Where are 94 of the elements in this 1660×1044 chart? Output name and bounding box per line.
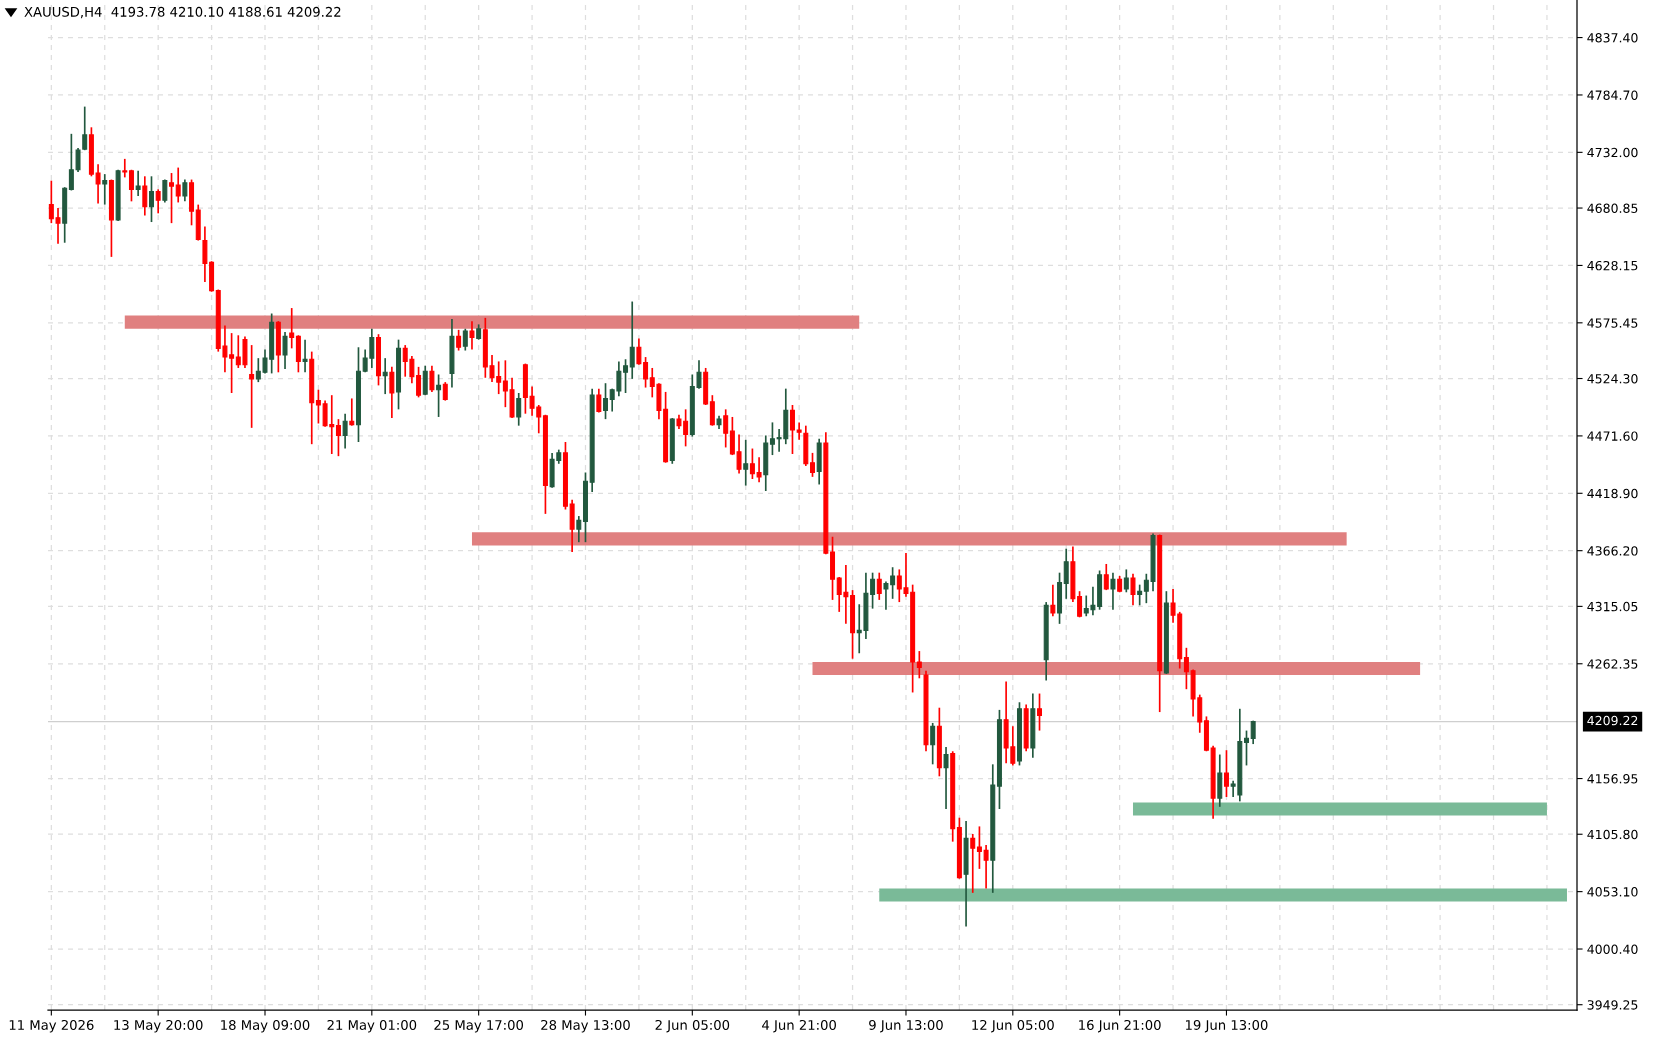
candlestick [709,394,715,427]
candlestick [516,392,522,427]
y-tick-label: 3949.25 [1587,1000,1638,1010]
candlestick [769,421,775,456]
candlestick [149,175,154,223]
candlestick [289,307,295,350]
candlestick [249,344,255,429]
y-tick-label: 4732.00 [1587,147,1638,158]
x-tick-label: 25 May 17:00 [434,1019,524,1033]
candlestick [462,327,468,352]
candlestick [796,421,802,441]
y-tick-label: 4837.40 [1587,33,1638,43]
candlestick [576,515,582,544]
candlestick [1244,729,1249,767]
candlestick [469,320,475,351]
candlestick [970,833,976,894]
candlestick [743,438,749,487]
candlestick [342,412,348,450]
candlestick [169,172,175,224]
y-tick-label: 4628.15 [1587,260,1638,271]
y-tick-label: 4366.20 [1587,546,1638,556]
candlestick [643,356,649,389]
candlestick [943,746,949,810]
candlestick [182,178,188,203]
candlestick [1037,692,1043,732]
y-tick-label: 4105.80 [1587,829,1638,840]
candlestick [1103,563,1109,591]
candlestick [349,397,355,427]
y-tick-label: 4315.05 [1587,601,1638,612]
candlestick [723,408,729,449]
x-tick-label: 21 May 01:00 [327,1019,417,1033]
candlestick [442,381,448,402]
candlestick [636,337,642,366]
candlestick [302,338,308,374]
ref-line-label: 4209.22 [1587,715,1638,726]
candlestick [916,650,922,680]
candlestick [128,168,134,203]
candlestick [810,452,815,478]
x-tick-label: 11 May 2026 [9,1019,94,1033]
y-tick-label: 4784.70 [1587,90,1638,100]
candlestick [603,382,609,420]
candlestick [382,357,388,395]
candlestick [623,358,629,394]
candlestick [1130,572,1136,607]
candlestick [416,366,422,399]
candlestick [142,175,148,217]
y-tick-label: 4156.95 [1587,774,1638,784]
candlestick [789,404,795,455]
candlestick [389,366,395,419]
x-tick-label: 16 Jun 21:00 [1079,1019,1161,1033]
candlestick [202,225,208,283]
candlestick [122,158,128,179]
x-tick-label: 2 Jun 05:00 [655,1019,730,1033]
candlestick [82,105,88,152]
candlestick [175,166,181,204]
chart-title: XAUUSD,H4 4193.78 4210.10 4188.61 4209.22 [24,6,341,19]
x-tick-label: 28 May 13:00 [541,1019,630,1033]
candlestick [282,331,288,370]
x-tick-label: 12 Jun 05:00 [972,1019,1054,1033]
y-tick-label: 4262.35 [1587,659,1638,669]
candlestick [315,388,321,425]
candlestick [1077,590,1083,619]
x-tick-label: 13 May 20:00 [114,1019,203,1033]
candlestick [135,170,141,197]
candlestick [596,387,602,414]
candlestick [983,844,989,890]
y-tick-label: 4524.30 [1587,373,1638,384]
candlestick [155,188,161,215]
candlestick [1223,749,1229,798]
candlestick [436,373,442,418]
y-tick-label: 4000.40 [1587,944,1638,954]
candlestick [1110,571,1116,611]
x-tick-label: 9 Jun 13:00 [869,1019,943,1033]
candlestick [629,300,635,380]
candlestick [876,571,882,601]
candlestick [930,722,936,766]
candlestick [102,173,108,206]
x-tick-label: 4 Jun 21:00 [762,1019,836,1033]
x-tick-label: 19 Jun 13:00 [1186,1019,1268,1033]
candlestick [429,364,435,393]
candlestick [976,825,982,870]
candlestick [1137,583,1143,607]
candlestick [1123,568,1129,594]
candlestick [1050,583,1056,618]
candlestick [456,329,462,352]
y-tick-label: 4471.60 [1587,431,1638,441]
y-tick-label: 4575.45 [1587,318,1638,328]
x-tick-label: 18 May 09:00 [221,1019,310,1033]
candlestick [1063,547,1069,600]
candlestick [422,364,428,397]
y-tick-label: 4053.10 [1587,887,1638,897]
y-tick-label: 4418.90 [1587,488,1638,499]
y-tick-label: 4680.85 [1587,203,1638,213]
candlestick [335,418,341,457]
